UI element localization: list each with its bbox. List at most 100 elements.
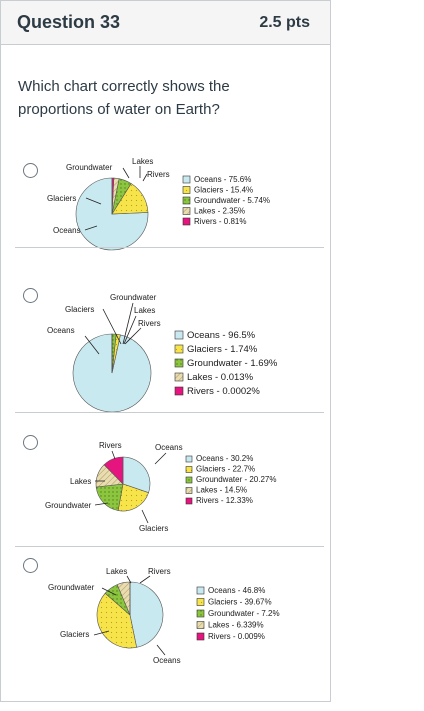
- leader-lines-2: [84, 302, 142, 355]
- legend-entry-glaciers: Glaciers - 22.7%: [196, 465, 255, 474]
- legend-swatch-lakes: [174, 372, 184, 382]
- legend-entry-rivers: Rivers - 0.009%: [208, 632, 265, 641]
- legend-entry-groundwater: Groundwater - 20.27%: [196, 475, 277, 484]
- answer-radio-1[interactable]: [23, 163, 38, 178]
- pie-slice-oceans: [75, 177, 149, 251]
- legend-entry-rivers: Rivers - 0.81%: [194, 217, 246, 226]
- leader-line: [154, 452, 167, 465]
- answer-divider: [15, 412, 324, 413]
- slice-label-rivers: Rivers: [99, 441, 122, 450]
- slice-labels-3: Rivers Oceans Lakes Groundwater Glaciers: [45, 441, 183, 533]
- answer-chart-4: Lakes Rivers Groundwater Glaciers Oceans…: [48, 567, 280, 665]
- slice-label-lakes: Lakes: [70, 477, 91, 486]
- legend-swatch-oceans: [182, 175, 191, 184]
- pie-3: [95, 456, 151, 512]
- legend-swatch-oceans: [174, 330, 184, 340]
- slice-label-glaciers: Glaciers: [65, 305, 94, 314]
- slice-label-oceans: Oceans: [47, 326, 75, 335]
- legend-entry-glaciers: Glaciers - 15.4%: [194, 186, 253, 195]
- answer-radio-4[interactable]: [23, 558, 38, 573]
- slice-label-groundwater: Groundwater: [110, 293, 157, 302]
- legend-4: Oceans - 46.8% Glaciers - 39.67% Groundwat…: [196, 586, 280, 641]
- legend-entry-lakes: Lakes - 14.5%: [196, 486, 247, 495]
- leader-line: [156, 644, 166, 656]
- slice-label-lakes: Lakes: [134, 306, 155, 315]
- legend-entry-lakes: Lakes - 2.35%: [194, 207, 245, 216]
- leader-line: [126, 575, 132, 584]
- leader-line: [122, 302, 134, 345]
- legend-swatch-glaciers: [196, 598, 205, 606]
- slice-label-groundwater: Groundwater: [45, 501, 92, 510]
- legend-entry-groundwater: Groundwater - 5.74%: [194, 196, 270, 205]
- legend-entry-lakes: Lakes - 0.013%: [187, 372, 254, 383]
- pie-2: [72, 333, 152, 413]
- leader-line: [101, 587, 117, 596]
- legend-entry-glaciers: Glaciers - 39.67%: [208, 598, 272, 607]
- leader-line: [93, 630, 110, 636]
- legend-swatch-groundwater: [182, 196, 191, 205]
- legend-swatch-rivers: [174, 386, 184, 396]
- legend-entry-oceans: Oceans - 96.5%: [187, 330, 256, 341]
- leader-line: [142, 173, 148, 182]
- legend-swatch-groundwater: [185, 476, 193, 484]
- legend-swatch-rivers: [196, 632, 205, 641]
- pie-slice-oceans: [129, 581, 164, 648]
- leader-line: [85, 197, 102, 205]
- leader-line: [123, 315, 137, 345]
- legend-swatch-lakes: [182, 207, 191, 215]
- leader-line: [111, 450, 116, 460]
- legend-entry-oceans: Oceans - 30.2%: [196, 454, 253, 463]
- legend-entry-groundwater: Groundwater - 7.2%: [208, 609, 280, 618]
- answer-chart-1: Groundwater Lakes Rivers Glaciers Oceans…: [47, 157, 270, 251]
- legend-swatch-oceans: [185, 455, 193, 463]
- leader-line: [84, 225, 98, 231]
- question-points: 2.5 pts: [259, 13, 310, 31]
- leader-line: [94, 502, 109, 506]
- pie-slice-groundwater: [95, 483, 124, 511]
- pie-slice-rivers: [111, 177, 115, 215]
- legend-swatch-groundwater: [196, 609, 205, 618]
- question-text: Which chart correctly shows the proporti…: [18, 78, 230, 118]
- question-title: Question 33: [17, 12, 121, 32]
- pie-slice-glaciers: [96, 592, 137, 649]
- pie-1: [75, 177, 149, 251]
- legend-2: Oceans - 96.5% Glaciers - 1.74% Groundwate…: [174, 330, 278, 397]
- legend-swatch-glaciers: [182, 186, 191, 194]
- legend-entry-oceans: Oceans - 46.8%: [208, 586, 265, 595]
- slice-label-glaciers: Glaciers: [60, 630, 89, 639]
- slice-label-glaciers: Glaciers: [47, 194, 76, 203]
- legend-entry-lakes: Lakes - 6.339%: [208, 621, 264, 630]
- leader-lines-3: [94, 450, 167, 524]
- legend-entry-groundwater: Groundwater - 1.69%: [187, 358, 278, 369]
- slice-label-lakes: Lakes: [106, 567, 127, 576]
- slice-label-groundwater: Groundwater: [66, 163, 113, 172]
- leader-lines-1: [84, 166, 148, 231]
- pie-4: [96, 581, 164, 649]
- pie-slice-rivers: [103, 456, 124, 485]
- slice-label-lakes: Lakes: [132, 157, 153, 166]
- leader-line: [124, 327, 142, 345]
- legend-1: Oceans - 75.6% Glaciers - 15.4%Groundwate…: [182, 175, 270, 226]
- slice-label-rivers: Rivers: [147, 170, 170, 179]
- legend-swatch-glaciers: [185, 466, 193, 473]
- slice-label-oceans: Oceans: [153, 656, 181, 665]
- answer-chart-3: Rivers Oceans Lakes Groundwater Glaciers…: [45, 441, 277, 533]
- slice-label-rivers: Rivers: [138, 319, 161, 328]
- slice-label-rivers: Rivers: [148, 567, 171, 576]
- leader-line: [141, 509, 149, 524]
- answer-divider: [15, 546, 324, 547]
- answer-divider: [15, 247, 324, 248]
- slice-labels-2: Groundwater Glaciers Lakes Rivers Oceans: [47, 293, 161, 335]
- pie-slice-oceans: [122, 456, 151, 494]
- legend-3: Oceans - 30.2% Glaciers - 22.7%Groundwate…: [185, 454, 277, 505]
- answer-radio-2[interactable]: [23, 288, 38, 303]
- leader-line: [84, 335, 100, 355]
- legend-swatch-lakes: [185, 487, 193, 494]
- legend-swatch-lakes: [196, 621, 205, 629]
- legend-entry-glaciers: Glaciers - 1.74%: [187, 344, 258, 355]
- legend-entry-oceans: Oceans - 75.6%: [194, 175, 251, 184]
- legend-swatch-groundwater: [174, 358, 184, 368]
- legend-swatch-glaciers: [174, 344, 184, 354]
- slice-labels-4: Lakes Rivers Groundwater Glaciers Oceans: [48, 567, 181, 665]
- answer-radio-3[interactable]: [23, 435, 38, 450]
